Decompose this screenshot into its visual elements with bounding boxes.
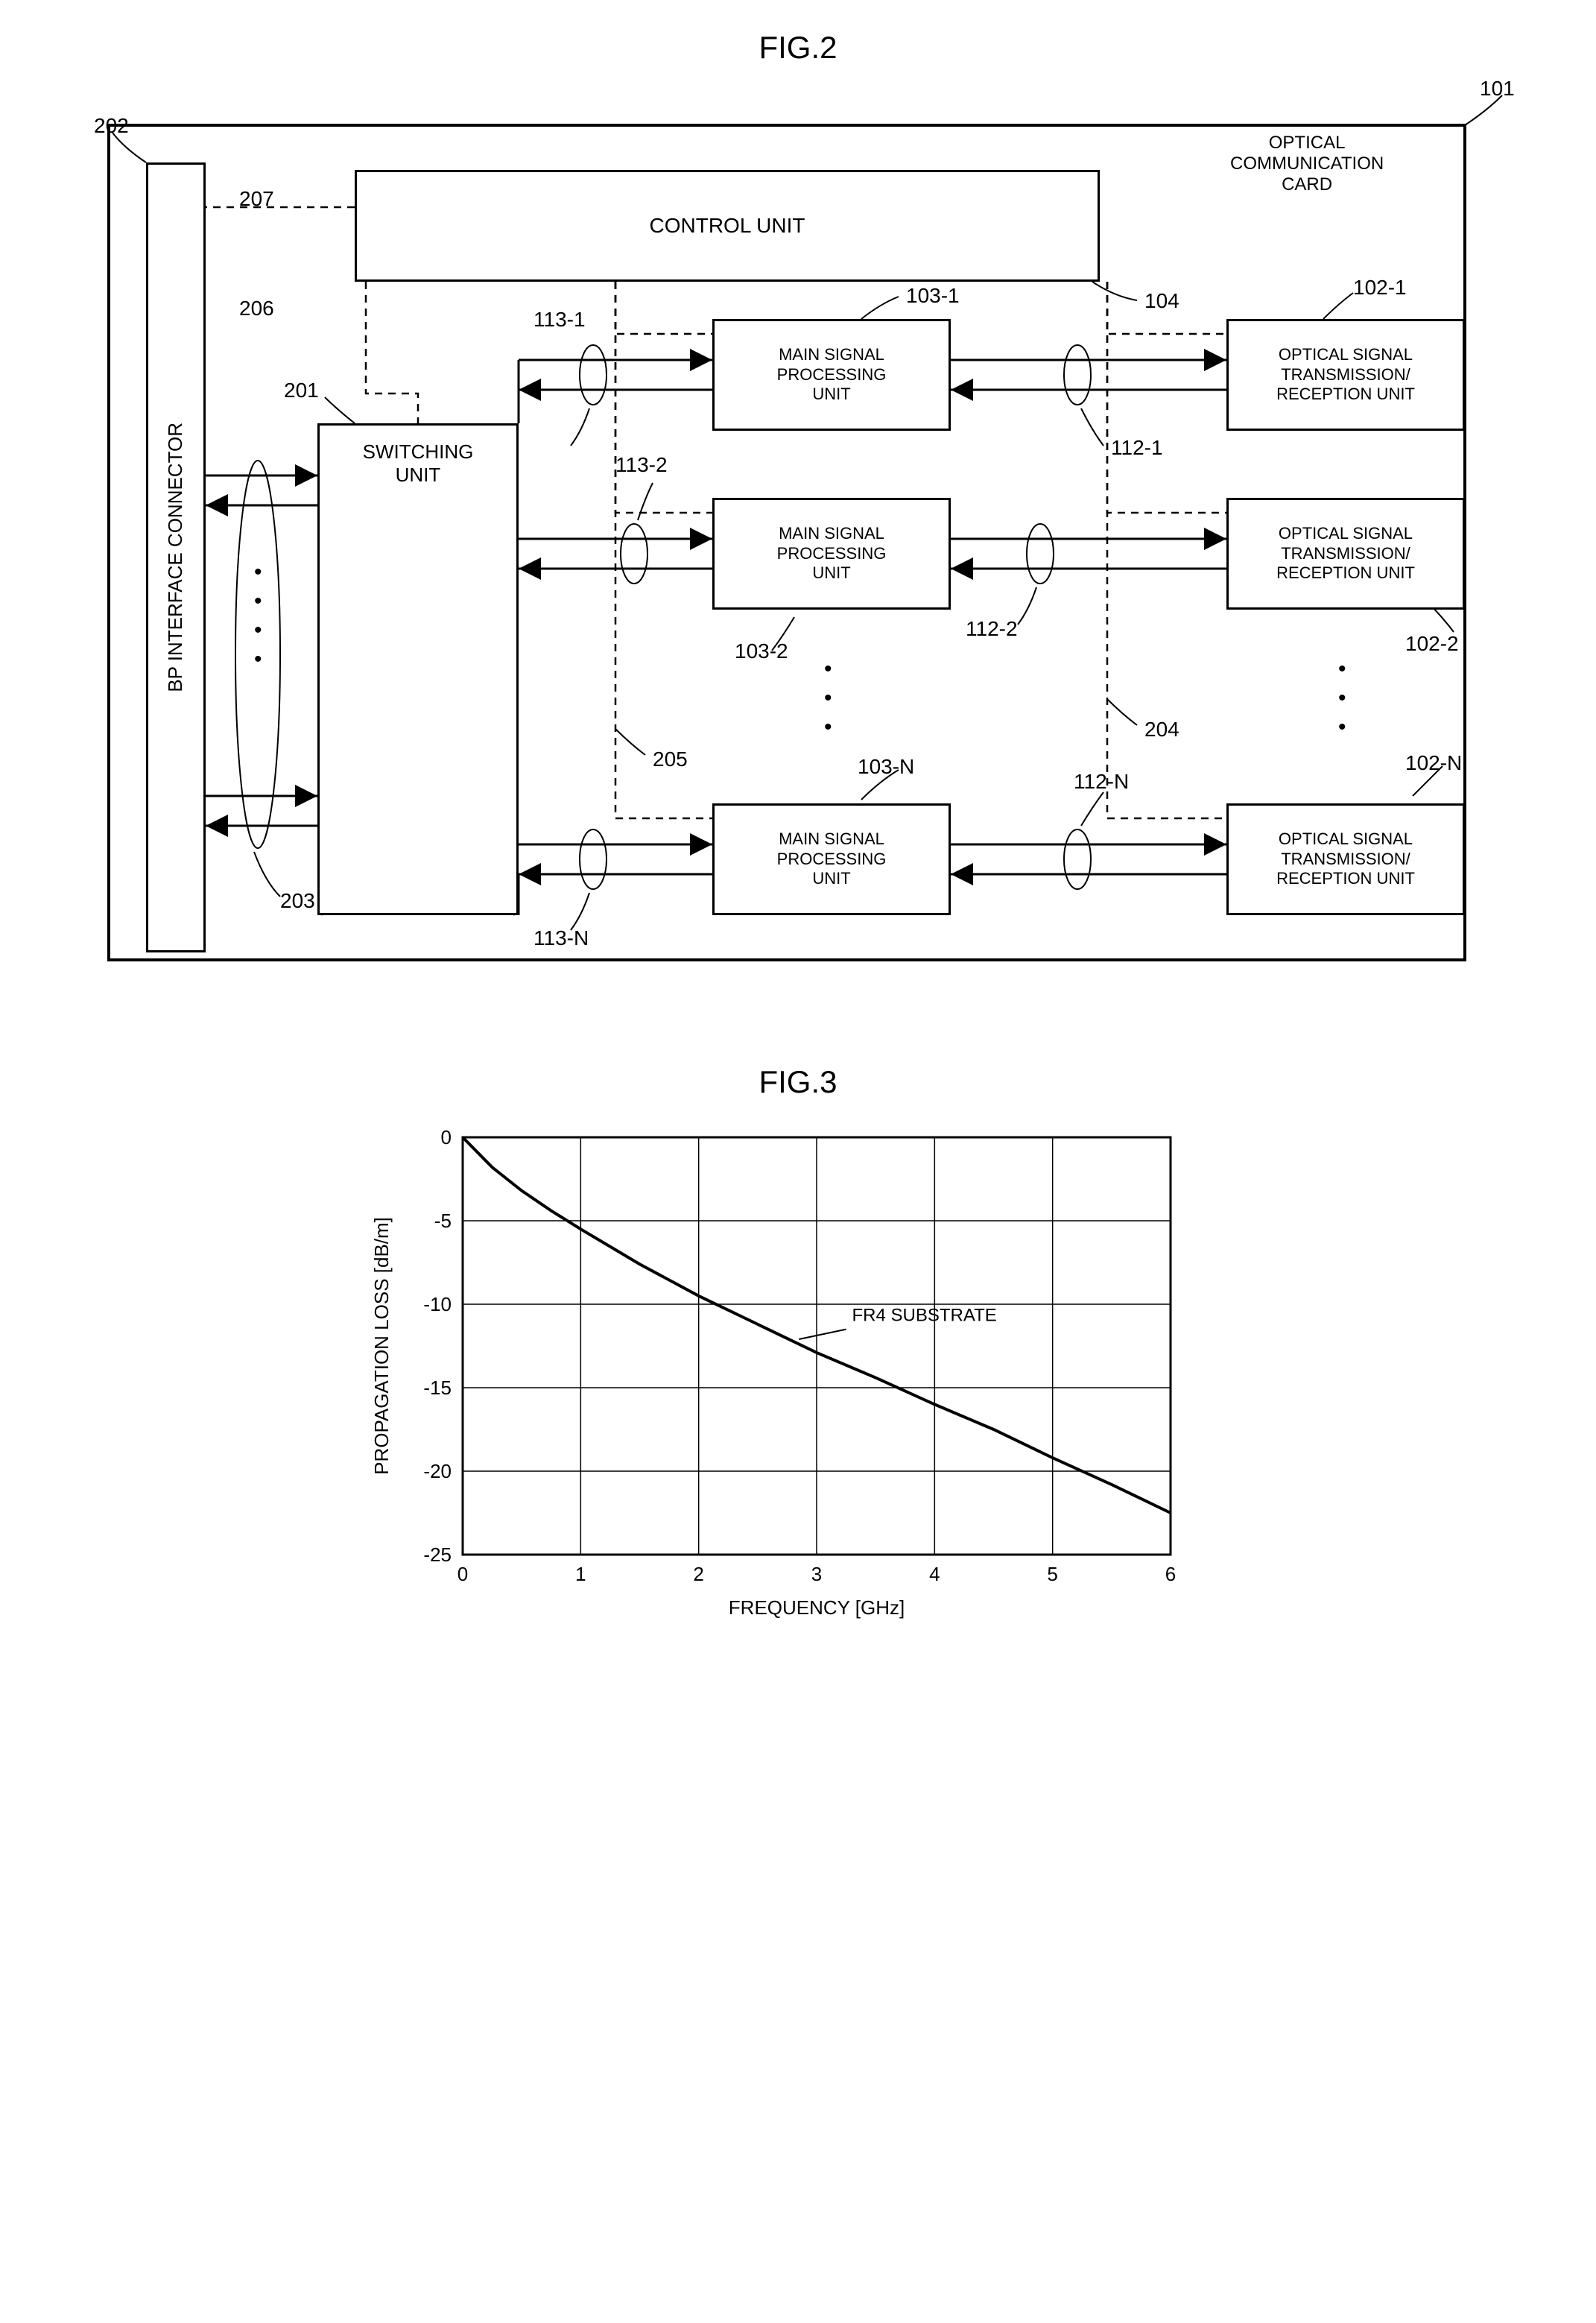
- ref-112-n: 112-N: [1074, 770, 1129, 794]
- fig3-title: FIG.3: [30, 1064, 1566, 1100]
- switching-unit-label: SWITCHING UNIT: [363, 440, 474, 487]
- ref-112-2: 112-2: [966, 617, 1018, 641]
- ref-112-1: 112-1: [1111, 436, 1163, 460]
- svg-text:1: 1: [575, 1563, 586, 1585]
- svg-text:0: 0: [441, 1126, 452, 1148]
- ost-n: OPTICAL SIGNAL TRANSMISSION/ RECEPTION U…: [1226, 803, 1465, 915]
- ref-113-n: 113-N: [533, 926, 589, 950]
- ref-202: 202: [94, 114, 129, 138]
- msp-2: MAIN SIGNAL PROCESSING UNIT: [712, 498, 951, 610]
- svg-text:2: 2: [693, 1563, 703, 1585]
- ref-103-n: 103-N: [858, 755, 914, 779]
- svg-text:5: 5: [1047, 1563, 1057, 1585]
- svg-text:4: 4: [929, 1563, 940, 1585]
- msp-1-label: MAIN SIGNAL PROCESSING UNIT: [777, 345, 887, 404]
- svg-text:-10: -10: [423, 1293, 452, 1315]
- svg-text:FR4 SUBSTRATE: FR4 SUBSTRATE: [852, 1305, 997, 1325]
- ref-102-n: 102-N: [1405, 751, 1462, 775]
- svg-text:-25: -25: [423, 1543, 452, 1566]
- ref-201: 201: [284, 379, 319, 402]
- bp-interface-connector: BP INTERFACE CONNECTOR: [146, 162, 206, 952]
- msp-n: MAIN SIGNAL PROCESSING UNIT: [712, 803, 951, 915]
- ref-207: 207: [239, 187, 274, 211]
- card-label: OPTICAL COMMUNICATION CARD: [1230, 133, 1384, 195]
- msp-1: MAIN SIGNAL PROCESSING UNIT: [712, 319, 951, 431]
- ref-101: 101: [1480, 77, 1515, 101]
- dots-bp: ••••: [254, 557, 262, 674]
- svg-text:-20: -20: [423, 1460, 452, 1482]
- figure-2: FIG.2: [30, 30, 1566, 975]
- ost-1-label: OPTICAL SIGNAL TRANSMISSION/ RECEPTION U…: [1276, 345, 1415, 404]
- svg-text:FREQUENCY [GHz]: FREQUENCY [GHz]: [729, 1596, 905, 1619]
- ref-203: 203: [280, 889, 315, 913]
- ref-103-1: 103-1: [906, 284, 960, 308]
- control-unit-label: CONTROL UNIT: [650, 213, 805, 238]
- ost-1: OPTICAL SIGNAL TRANSMISSION/ RECEPTION U…: [1226, 319, 1465, 431]
- ref-113-1: 113-1: [533, 308, 586, 332]
- switching-unit: SWITCHING UNIT: [317, 423, 519, 915]
- ref-204: 204: [1144, 718, 1179, 742]
- msp-2-label: MAIN SIGNAL PROCESSING UNIT: [777, 524, 887, 583]
- ost-2-label: OPTICAL SIGNAL TRANSMISSION/ RECEPTION U…: [1276, 524, 1415, 583]
- dots-ost: •••: [1338, 654, 1346, 742]
- fig2-title: FIG.2: [30, 30, 1566, 66]
- fig3-svg: 0 1 2 3 4 5 6 0 -5 -10 -15 -20 -25 FR4 SUBSTRATE FREQU…: [351, 1115, 1245, 1652]
- fig3-chart: 0 1 2 3 4 5 6 0 -5 -10 -15 -20 -25 FR4 SUBSTRATE FREQU…: [351, 1115, 1245, 1655]
- ref-102-2: 102-2: [1405, 632, 1459, 656]
- ref-102-1: 102-1: [1353, 276, 1407, 300]
- svg-text:6: 6: [1165, 1563, 1176, 1585]
- control-unit: CONTROL UNIT: [355, 170, 1100, 282]
- svg-text:3: 3: [811, 1563, 822, 1585]
- svg-text:PROPAGATION LOSS [dB/m]: PROPAGATION LOSS [dB/m]: [370, 1217, 393, 1475]
- ref-206: 206: [239, 297, 274, 320]
- figure-3: FIG.3 0 1 2 3 4 5 6 0 -5 -10 -15 -20 -25 FR4 SUBSTRAT…: [30, 1064, 1566, 1655]
- svg-text:0: 0: [457, 1563, 468, 1585]
- ref-205: 205: [653, 748, 688, 771]
- ost-n-label: OPTICAL SIGNAL TRANSMISSION/ RECEPTION U…: [1276, 829, 1415, 888]
- msp-n-label: MAIN SIGNAL PROCESSING UNIT: [777, 829, 887, 888]
- ref-103-2: 103-2: [735, 639, 788, 663]
- ost-2: OPTICAL SIGNAL TRANSMISSION/ RECEPTION U…: [1226, 498, 1465, 610]
- bp-connector-label: BP INTERFACE CONNECTOR: [164, 423, 187, 692]
- ref-113-2: 113-2: [615, 453, 668, 477]
- svg-text:-5: -5: [434, 1210, 452, 1232]
- dots-msp: •••: [824, 654, 832, 742]
- svg-text:-15: -15: [423, 1377, 452, 1399]
- ref-104: 104: [1144, 289, 1179, 313]
- fig2-diagram: BP INTERFACE CONNECTOR CONTROL UNIT SWIT…: [72, 80, 1524, 975]
